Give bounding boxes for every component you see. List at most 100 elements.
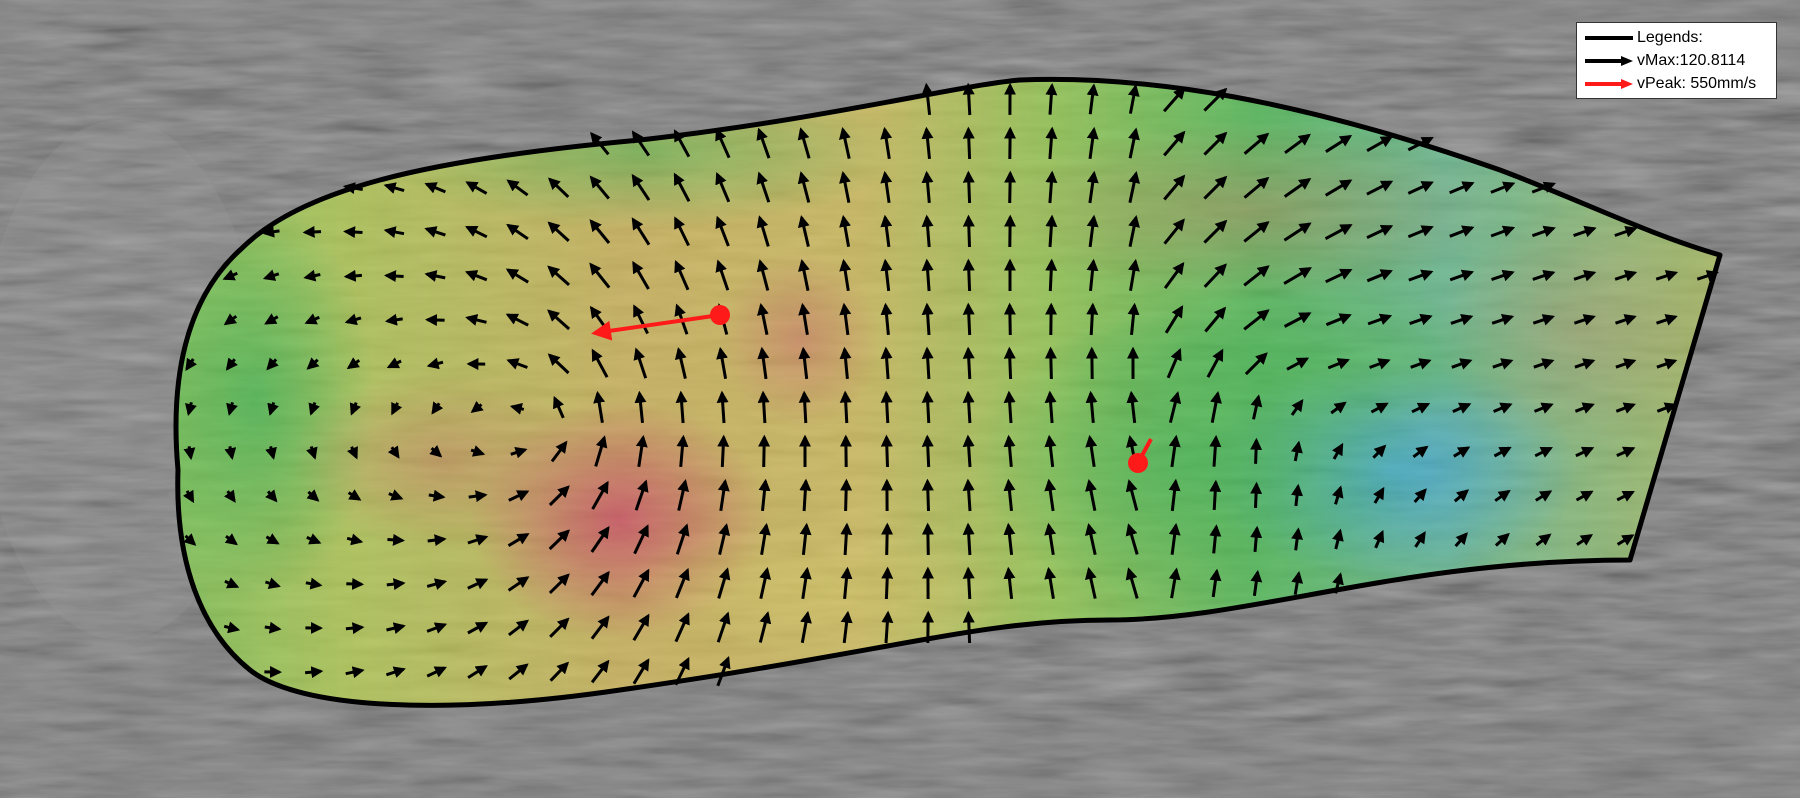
- velocity-vector: [797, 215, 810, 247]
- velocity-vector: [1209, 568, 1222, 598]
- velocity-vector: [183, 446, 196, 461]
- velocity-vector: [384, 313, 403, 326]
- velocity-vector: [593, 390, 606, 424]
- velocity-vector: [839, 302, 852, 336]
- velocity-vector: [962, 302, 975, 336]
- velocity-vector: [717, 478, 730, 512]
- velocity-vector: [1044, 566, 1057, 600]
- velocity-vector: [1283, 222, 1312, 242]
- legend-item-vmax: vMax:120.8114: [1583, 49, 1772, 72]
- velocity-vector: [1125, 479, 1139, 511]
- velocity-vector: [1367, 313, 1393, 326]
- peak-vector: [591, 305, 730, 341]
- velocity-vector: [547, 177, 570, 198]
- velocity-vector: [1284, 133, 1311, 155]
- velocity-vector: [1414, 531, 1426, 548]
- velocity-vector: [1168, 522, 1181, 555]
- velocity-vector: [1655, 270, 1679, 282]
- velocity-vector: [880, 170, 893, 204]
- velocity-vector: [674, 612, 690, 643]
- legend-label-vmax: vMax:120.8114: [1637, 52, 1746, 69]
- velocity-vector: [344, 313, 362, 326]
- velocity-vector: [1045, 83, 1058, 115]
- velocity-vector: [718, 523, 731, 555]
- velocity-vector: [1324, 179, 1353, 197]
- velocity-vector: [921, 346, 934, 380]
- velocity-vector: [1291, 440, 1303, 462]
- velocity-vector: [1531, 225, 1556, 238]
- velocity-vector: [1127, 258, 1140, 292]
- velocity-vector: [1532, 269, 1556, 282]
- velocity-vector: [676, 434, 689, 468]
- velocity-vector: [550, 440, 568, 463]
- velocity-vector: [717, 567, 731, 599]
- velocity-vector: [304, 313, 320, 325]
- velocity-vector: [1576, 534, 1594, 546]
- velocity-vector: [591, 348, 609, 378]
- velocity-vector: [1291, 483, 1304, 507]
- velocity-vector: [715, 259, 730, 291]
- velocity-vector: [388, 489, 404, 501]
- velocity-vector: [553, 395, 565, 419]
- velocity-vector: [673, 172, 691, 202]
- velocity-vector: [1283, 312, 1312, 328]
- velocity-vector: [1045, 258, 1058, 292]
- legend-title-row: Legends:: [1583, 26, 1772, 49]
- velocity-vector: [262, 225, 280, 238]
- velocity-vector: [590, 131, 610, 156]
- velocity-vector: [1491, 269, 1515, 282]
- velocity-vector: [1533, 402, 1554, 414]
- velocity-vector: [1616, 490, 1635, 502]
- velocity-vector: [385, 666, 406, 678]
- velocity-vector: [632, 658, 650, 685]
- velocity-vector: [1493, 402, 1513, 414]
- velocity-vector: [386, 357, 402, 369]
- velocity-vector: [1409, 313, 1433, 326]
- velocity-vector: [510, 446, 528, 459]
- velocity-vector: [1250, 437, 1263, 464]
- velocity-vector: [798, 390, 811, 424]
- velocity-vector: [921, 82, 934, 116]
- velocity-vector: [880, 126, 893, 160]
- velocity-vector: [800, 610, 812, 644]
- legend-label-vpeak: vPeak: 550mm/s: [1637, 75, 1757, 92]
- velocity-vector: [1204, 306, 1227, 333]
- velocity-vector: [1243, 309, 1270, 331]
- velocity-vector: [1490, 181, 1516, 194]
- velocity-vector: [425, 314, 445, 327]
- velocity-vector: [1044, 522, 1057, 556]
- velocity-vector: [797, 171, 811, 203]
- velocity-vector: [632, 568, 650, 598]
- velocity-vector: [674, 216, 690, 247]
- velocity-vector: [308, 402, 320, 416]
- velocity-vector: [1003, 566, 1016, 600]
- velocity-vector: [1044, 478, 1057, 512]
- velocity-vector: [589, 175, 610, 200]
- velocity-vector: [881, 610, 894, 644]
- velocity-vector: [346, 577, 365, 590]
- velocity-vector: [547, 309, 571, 331]
- velocity-vector: [470, 400, 484, 413]
- velocity-vector: [1003, 302, 1016, 336]
- velocity-vector: [962, 346, 975, 380]
- velocity-vector: [343, 226, 363, 239]
- velocity-vector: [1531, 181, 1557, 194]
- velocity-vector: [757, 302, 769, 335]
- velocity-vector: [1575, 446, 1595, 458]
- velocity-vector: [839, 390, 852, 424]
- velocity-vector: [1332, 572, 1344, 594]
- velocity-vector: [465, 314, 487, 326]
- velocity-vector: [1086, 170, 1099, 204]
- velocity-vector: [921, 434, 934, 468]
- velocity-vector: [305, 577, 323, 590]
- velocity-vector: [185, 357, 197, 372]
- velocity-vector: [1162, 86, 1186, 113]
- velocity-vector: [839, 346, 852, 380]
- velocity-vector: [1449, 225, 1475, 238]
- velocity-vector: [799, 522, 812, 556]
- velocity-vector: [1203, 263, 1227, 288]
- velocity-vector: [1045, 214, 1058, 248]
- velocity-vector: [839, 258, 852, 292]
- velocity-vector: [921, 258, 934, 292]
- velocity-vector: [1086, 258, 1099, 292]
